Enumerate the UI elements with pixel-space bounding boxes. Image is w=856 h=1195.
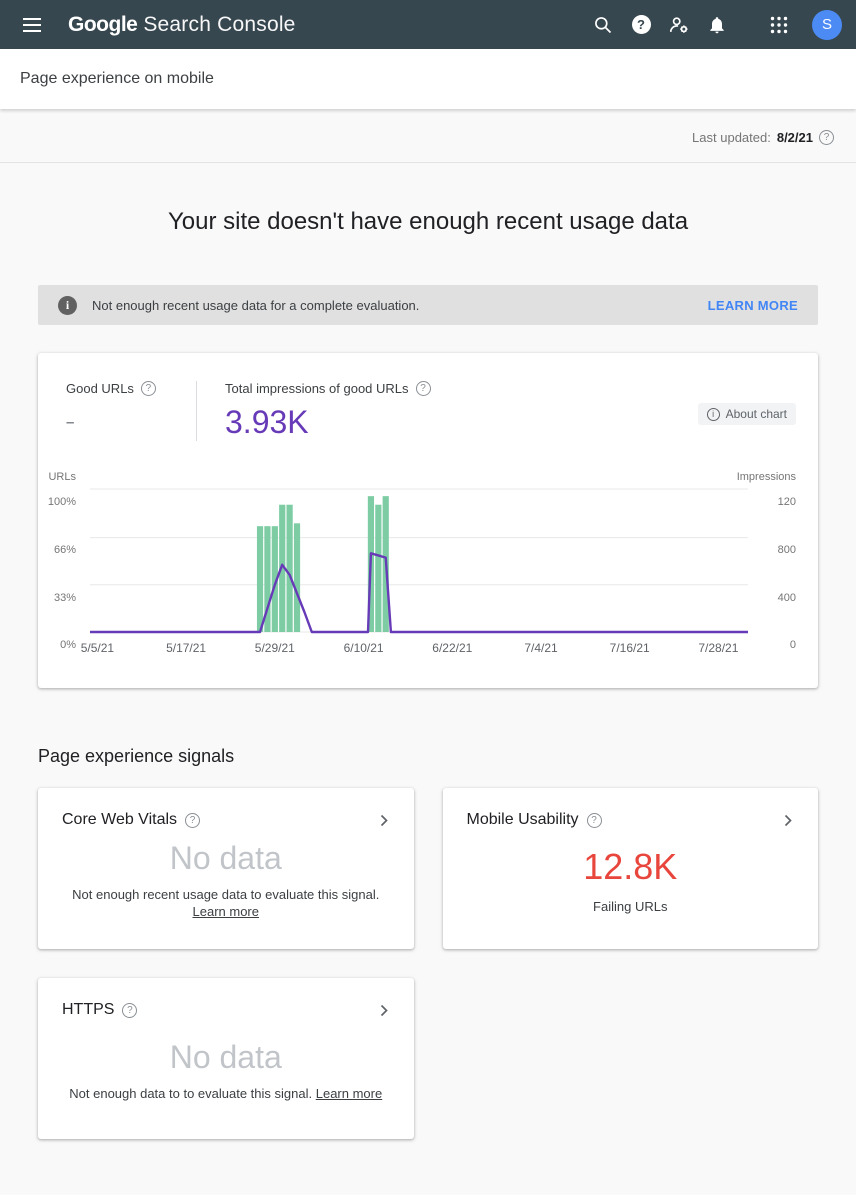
core-web-vitals-help-icon[interactable] — [185, 812, 201, 828]
left-tick: 66% — [53, 544, 76, 556]
last-updated-value: 8/2/21 — [776, 130, 813, 145]
https-card[interactable]: HTTPS No data Not enough data to to eval… — [38, 978, 414, 1139]
core-web-vitals-title: Core Web Vitals — [62, 811, 178, 828]
page-title: Page experience on mobile — [20, 70, 214, 87]
menu-icon[interactable] — [20, 13, 44, 37]
chart-area: URLs 100% 66% 33% 0% Impressions 120 800… — [38, 471, 818, 667]
impressions-value: 3.93K — [225, 404, 309, 440]
about-chart-button[interactable]: About chart — [697, 403, 796, 425]
x-axis-labels: 5/5/21 5/17/21 5/29/21 6/10/21 6/22/21 7… — [81, 641, 748, 657]
x-tick: 5/5/21 — [80, 641, 115, 655]
https-caption: Not enough data to to evaluate this sign… — [69, 1085, 382, 1102]
help-icon[interactable] — [622, 5, 660, 45]
learn-more-button[interactable]: LEARN MORE — [707, 297, 798, 313]
notice-banner: Not enough recent usage data for a compl… — [38, 285, 818, 325]
x-tick: 6/10/21 — [343, 641, 384, 655]
good-urls-metric: Good URLs – — [66, 381, 196, 441]
avatar[interactable]: S — [812, 9, 842, 40]
right-axis-title: Impressions — [736, 471, 796, 483]
right-tick: 800 — [777, 544, 796, 556]
chart-card: Good URLs – Total impressions of good UR… — [38, 353, 818, 688]
chevron-right-icon[interactable] — [781, 814, 794, 827]
breadcrumb-bar: Page experience on mobile — [0, 49, 856, 109]
timeseries-chart[interactable] — [90, 487, 748, 635]
signal-cards: Core Web Vitals No data Not enough recen… — [38, 788, 818, 1139]
caption-text: Not enough data to to evaluate this sign… — [69, 1085, 313, 1101]
signals-heading: Page experience signals — [38, 746, 235, 766]
x-tick: 7/16/21 — [609, 641, 650, 655]
left-axis: URLs 100% 66% 33% 0% — [38, 471, 76, 661]
https-help-icon[interactable] — [122, 1002, 138, 1018]
mobile-usability-caption: Failing URLs — [593, 898, 668, 914]
content: Last updated: 8/2/21 Your site doesn't h… — [0, 109, 856, 1139]
logo-search-console: Search Console — [143, 12, 296, 36]
logo-google: Google — [68, 12, 138, 36]
left-tick: 33% — [53, 592, 76, 604]
right-tick: 0 — [789, 639, 796, 651]
about-chart-label: About chart — [725, 407, 787, 421]
search-icon[interactable] — [584, 5, 622, 45]
x-tick: 5/17/21 — [166, 641, 207, 655]
mobile-usability-value: 12.8K — [583, 845, 678, 887]
chart-card-header: Good URLs – Total impressions of good UR… — [38, 353, 818, 441]
left-axis-title: URLs — [48, 471, 76, 483]
app-bar: Google Search Console S — [0, 0, 856, 49]
x-tick: 5/29/21 — [254, 641, 295, 655]
right-tick: 400 — [777, 592, 796, 604]
https-value: No data — [169, 1038, 282, 1075]
last-updated-label: Last updated: — [692, 130, 771, 145]
notifications-icon[interactable] — [698, 5, 736, 45]
manage-users-icon[interactable] — [660, 5, 698, 45]
help-question-glyph — [631, 15, 651, 34]
left-tick: 0% — [60, 639, 76, 651]
impressions-metric: Total impressions of good URLs 3.93K — [196, 381, 431, 441]
good-urls-help-icon[interactable] — [140, 381, 156, 396]
x-tick: 7/28/21 — [698, 641, 739, 655]
https-title: HTTPS — [62, 1001, 115, 1018]
caption-text: Not enough recent usage data to evaluate… — [72, 887, 380, 902]
left-tick: 100% — [47, 496, 76, 508]
hero-title: Your site doesn't have enough recent usa… — [167, 208, 689, 235]
about-chart-info-icon — [706, 407, 720, 421]
right-tick: 120 — [777, 496, 796, 508]
mobile-usability-help-icon[interactable] — [586, 812, 602, 828]
core-web-vitals-learn-more-link[interactable]: Learn more — [192, 904, 259, 919]
x-tick: 6/22/21 — [432, 641, 473, 655]
right-axis: Impressions 120 800 400 0 — [726, 471, 796, 661]
x-tick: 7/4/21 — [524, 641, 558, 655]
mobile-usability-title: Mobile Usability — [466, 811, 579, 828]
banner-message: Not enough recent usage data for a compl… — [92, 297, 420, 313]
mobile-usability-card[interactable]: Mobile Usability 12.8K Failing URLs — [442, 788, 818, 949]
good-urls-value: – — [66, 414, 74, 431]
last-updated-row: Last updated: 8/2/21 — [0, 109, 856, 163]
core-web-vitals-card[interactable]: Core Web Vitals No data Not enough recen… — [38, 788, 414, 949]
google-search-console-logo[interactable]: Google Search Console — [68, 13, 296, 37]
core-web-vitals-value: No data — [169, 840, 282, 876]
impressions-label: Total impressions of good URLs — [225, 381, 409, 396]
last-updated-help-icon[interactable] — [819, 130, 834, 145]
core-web-vitals-caption: Not enough recent usage data to evaluate… — [72, 886, 379, 920]
chevron-right-icon[interactable] — [377, 814, 390, 827]
https-learn-more-link[interactable]: Learn more — [315, 1085, 383, 1101]
info-icon — [58, 295, 77, 315]
apps-grid-icon[interactable] — [760, 5, 798, 45]
impressions-help-icon[interactable] — [415, 381, 431, 396]
chevron-right-icon[interactable] — [377, 1004, 390, 1017]
good-urls-label: Good URLs — [66, 381, 134, 396]
